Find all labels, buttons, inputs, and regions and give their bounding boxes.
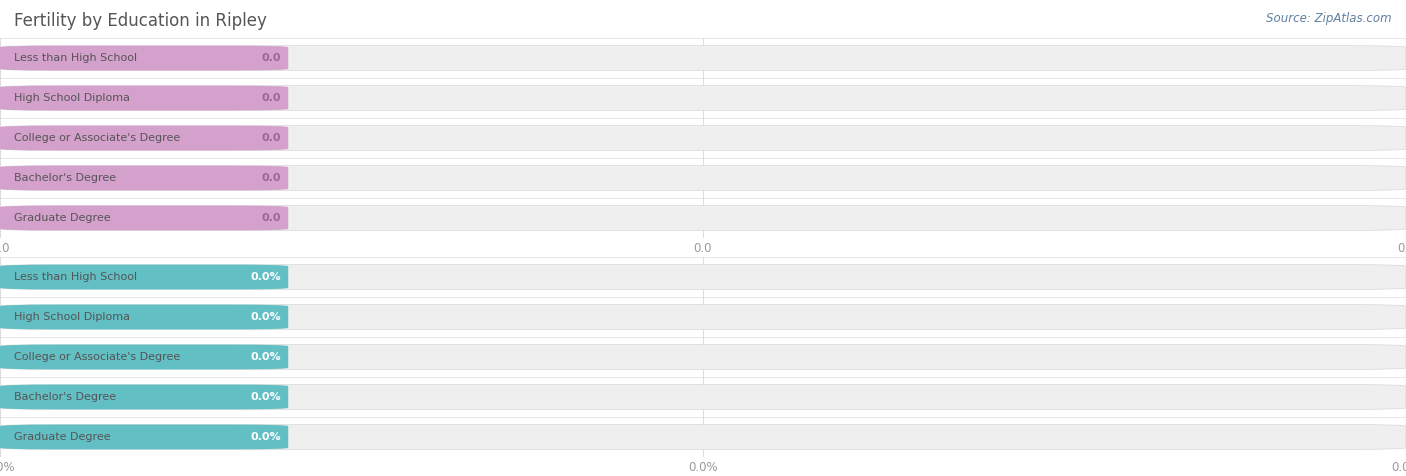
Text: 0.0: 0.0 [262,53,281,63]
FancyBboxPatch shape [0,265,288,289]
FancyBboxPatch shape [0,305,1406,329]
FancyBboxPatch shape [0,425,1406,449]
FancyBboxPatch shape [0,166,1406,190]
Text: High School Diploma: High School Diploma [14,312,131,322]
Text: 0.0: 0.0 [262,173,281,183]
Text: Fertility by Education in Ripley: Fertility by Education in Ripley [14,12,267,30]
Text: 0.0%: 0.0% [250,392,281,402]
Text: Bachelor's Degree: Bachelor's Degree [14,173,117,183]
Text: Graduate Degree: Graduate Degree [14,432,111,442]
FancyBboxPatch shape [0,166,288,190]
FancyBboxPatch shape [0,385,288,409]
Text: 0.0%: 0.0% [250,312,281,322]
FancyBboxPatch shape [0,206,288,230]
FancyBboxPatch shape [0,86,1406,110]
FancyBboxPatch shape [0,425,288,449]
Text: Graduate Degree: Graduate Degree [14,213,111,223]
FancyBboxPatch shape [0,86,288,110]
Text: 0.0%: 0.0% [250,352,281,362]
FancyBboxPatch shape [0,46,1406,70]
FancyBboxPatch shape [0,345,288,369]
FancyBboxPatch shape [0,385,1406,409]
Text: Bachelor's Degree: Bachelor's Degree [14,392,117,402]
Text: High School Diploma: High School Diploma [14,93,131,103]
Text: Less than High School: Less than High School [14,53,138,63]
FancyBboxPatch shape [0,265,1406,289]
Text: College or Associate's Degree: College or Associate's Degree [14,133,180,143]
FancyBboxPatch shape [0,345,1406,369]
FancyBboxPatch shape [0,206,1406,230]
FancyBboxPatch shape [0,305,288,329]
FancyBboxPatch shape [0,46,288,70]
Text: 0.0: 0.0 [262,213,281,223]
FancyBboxPatch shape [0,126,288,150]
Text: Source: ZipAtlas.com: Source: ZipAtlas.com [1267,12,1392,25]
FancyBboxPatch shape [0,126,1406,150]
Text: Less than High School: Less than High School [14,272,138,282]
Text: 0.0%: 0.0% [250,432,281,442]
Text: 0.0: 0.0 [262,93,281,103]
Text: 0.0%: 0.0% [250,272,281,282]
Text: 0.0: 0.0 [262,133,281,143]
Text: College or Associate's Degree: College or Associate's Degree [14,352,180,362]
